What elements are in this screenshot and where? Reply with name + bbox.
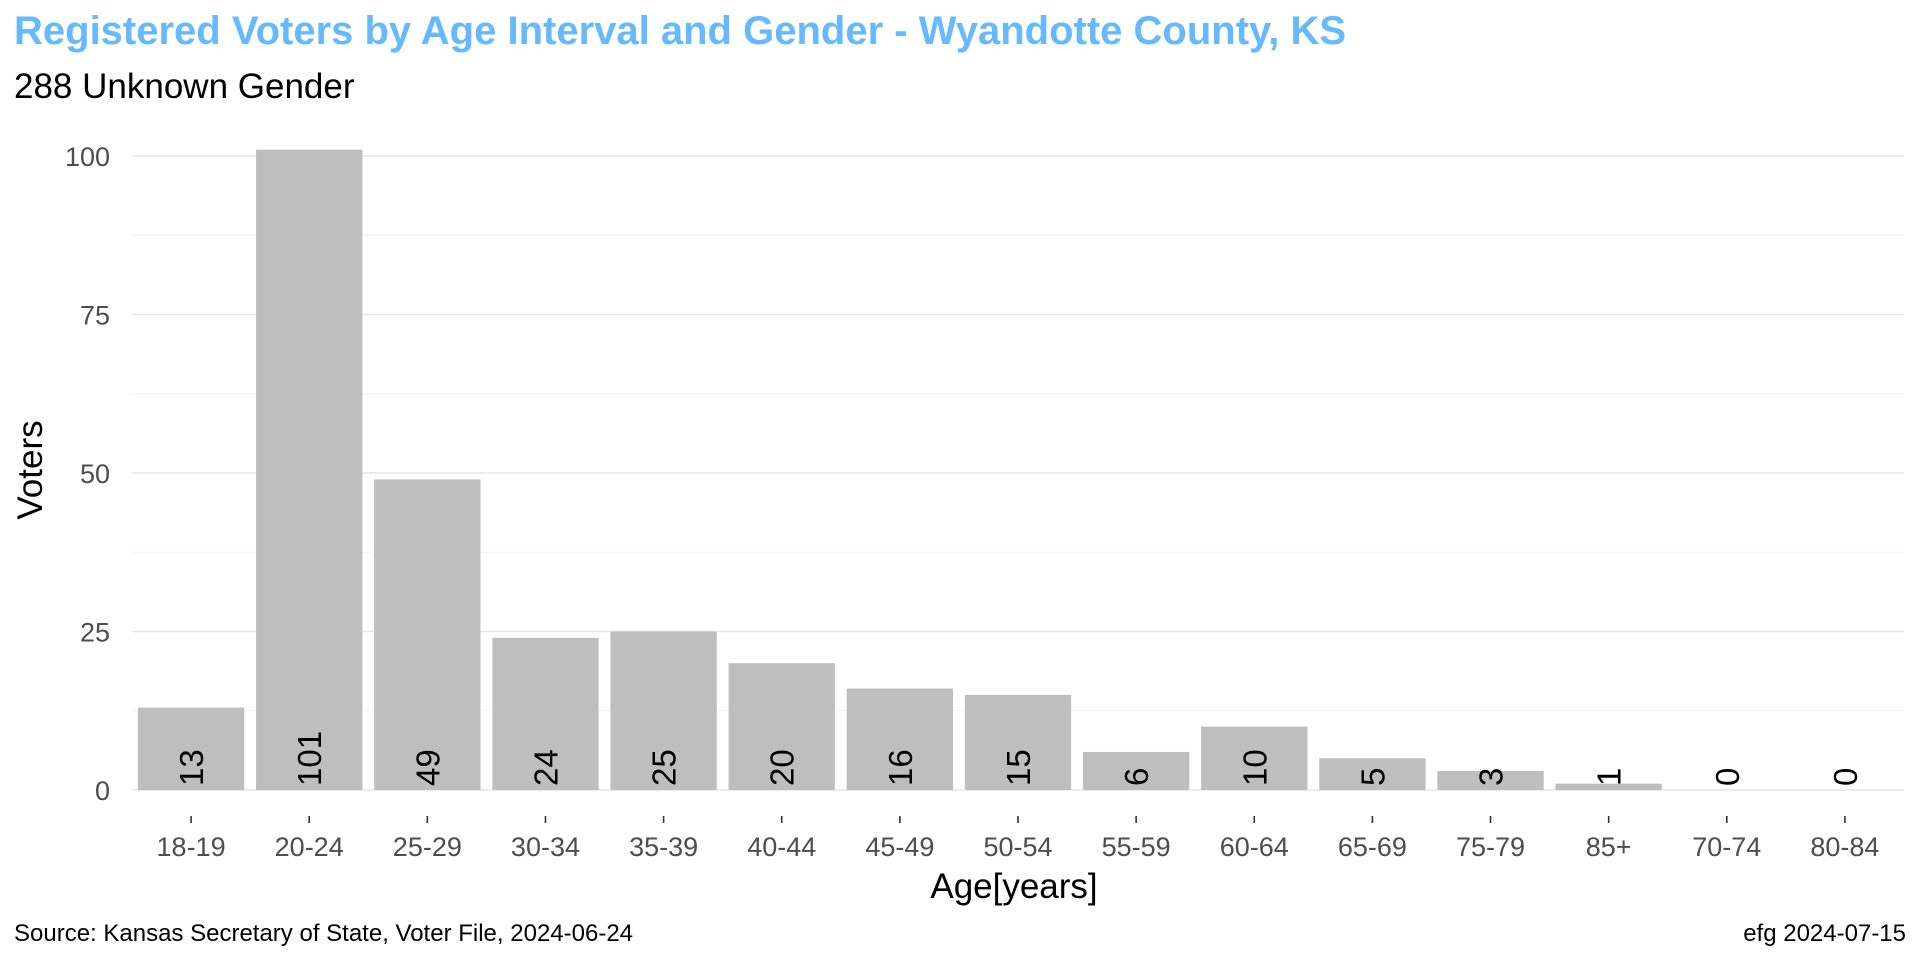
bars xyxy=(137,149,1662,790)
x-tick-label: 50-54 xyxy=(983,832,1052,862)
bar-value-label: 101 xyxy=(291,731,328,786)
x-tick-label: 25-29 xyxy=(393,832,462,862)
bar xyxy=(492,637,599,790)
x-tick-label: 60-64 xyxy=(1220,832,1289,862)
bar-value-label: 6 xyxy=(1118,768,1155,786)
bar xyxy=(846,688,954,790)
chart-title: Registered Voters by Age Interval and Ge… xyxy=(14,9,1346,53)
x-tick-label: 75-79 xyxy=(1456,832,1525,862)
bar xyxy=(137,707,245,790)
y-axis-title: Voters xyxy=(11,420,50,519)
x-tick-label: 20-24 xyxy=(275,832,344,862)
y-tick-label: 75 xyxy=(80,301,110,331)
x-tick-label: 80-84 xyxy=(1810,832,1879,862)
source-caption: Source: Kansas Secretary of State, Voter… xyxy=(14,920,633,947)
bar xyxy=(374,479,481,790)
bar-value-label: 15 xyxy=(1000,749,1037,786)
x-tick-label: 65-69 xyxy=(1338,832,1407,862)
x-tick-label: 55-59 xyxy=(1102,832,1171,862)
bar xyxy=(964,694,1072,790)
y-tick-label: 25 xyxy=(80,618,110,648)
bar-value-label: 16 xyxy=(882,749,919,786)
bar-value-label: 24 xyxy=(527,749,564,786)
y-tick-label: 50 xyxy=(80,459,110,489)
bar xyxy=(1082,751,1190,790)
y-tick-label: 100 xyxy=(65,142,110,172)
bar-value-label: 1 xyxy=(1591,768,1628,786)
bar-value-label: 0 xyxy=(1827,768,1864,786)
x-tick-label: 85+ xyxy=(1586,832,1632,862)
bar-value-label: 13 xyxy=(173,749,210,786)
bar-value-label: 10 xyxy=(1236,749,1273,786)
bar-value-label: 0 xyxy=(1709,768,1746,786)
bar-value-label: 20 xyxy=(764,749,801,786)
y-axis-ticks: 0 25 50 75 100 xyxy=(65,142,110,806)
author-date-caption: efg 2024-07-15 xyxy=(1743,920,1906,947)
bar xyxy=(256,149,363,790)
bar-value-label: 3 xyxy=(1473,768,1510,786)
x-tick-label: 18-19 xyxy=(157,832,226,862)
bar xyxy=(1555,783,1662,790)
bar xyxy=(1319,758,1426,790)
x-tick-label: 30-34 xyxy=(511,832,580,862)
bar-labels: 13 101 49 24 25 20 16 15 6 10 5 3 1 0 0 xyxy=(173,731,1864,786)
x-tick-label: 45-49 xyxy=(865,832,934,862)
bar xyxy=(1201,726,1308,790)
x-tick-label: 70-74 xyxy=(1692,832,1761,862)
x-tick-label: 35-39 xyxy=(629,832,698,862)
y-tick-label: 0 xyxy=(95,776,110,806)
x-tick-label: 40-44 xyxy=(747,832,816,862)
bar-value-label: 5 xyxy=(1354,768,1391,786)
chart-subtitle: 288 Unknown Gender xyxy=(14,67,355,106)
bar-value-label: 49 xyxy=(409,749,446,786)
bar xyxy=(1437,770,1544,790)
bar xyxy=(728,663,835,790)
bar-value-label: 25 xyxy=(646,749,683,786)
x-axis-title: Age[years] xyxy=(930,867,1097,906)
bar xyxy=(610,631,717,790)
x-axis-ticks: 18-19 20-24 25-29 30-34 35-39 40-44 45-49 50-54… xyxy=(157,816,1879,862)
